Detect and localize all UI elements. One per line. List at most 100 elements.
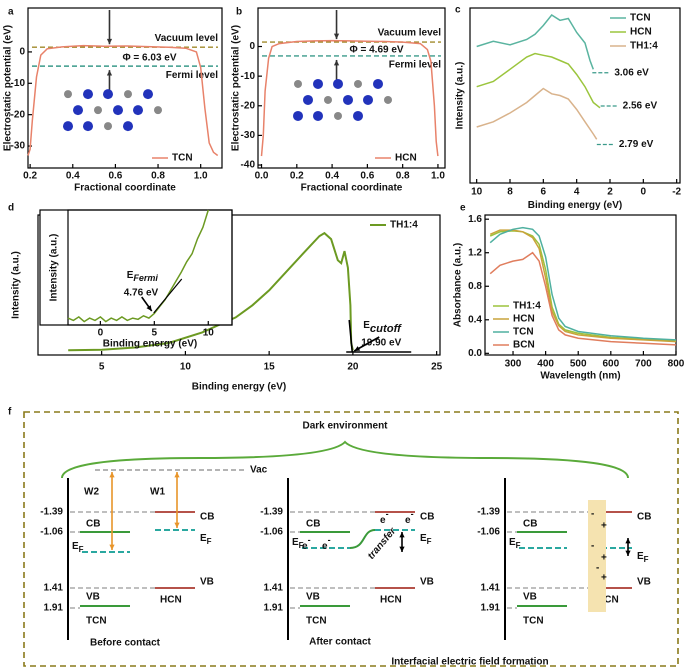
series-line: [68, 231, 354, 352]
energy-label: 1.41: [44, 583, 64, 594]
x-axis-label: Binding energy (eV): [528, 200, 622, 211]
series-line: [489, 229, 677, 343]
legend-label: TCN: [513, 327, 534, 338]
y-tick-label: 0: [19, 47, 25, 58]
y-tick-label: 0.4: [468, 314, 482, 325]
legend-label: HCN: [395, 153, 417, 164]
structure-atom: [63, 121, 73, 132]
x-tick-label: 15: [264, 361, 276, 372]
annotation-label: Ecutoff: [363, 320, 402, 335]
x-tick-label: 600: [602, 359, 619, 370]
x-tick-label: 0: [641, 187, 647, 198]
structure-atom: [373, 78, 383, 89]
charge-label: -: [596, 563, 599, 574]
energy-label: -1.06: [40, 527, 63, 538]
annotation-base: E: [127, 270, 134, 281]
x-tick-label: 0.8: [151, 171, 165, 182]
structure-atom: [354, 79, 362, 88]
fermi-base: E: [420, 533, 427, 544]
inset-background: [39, 209, 233, 326]
energy-label: 1.41: [481, 583, 501, 594]
structure-atom: [324, 95, 332, 104]
y-tick-label: -10: [241, 71, 256, 82]
structure-atom: [353, 110, 363, 121]
x-axis-label: Fractional coordinate: [301, 183, 403, 194]
x-tick-label: 4: [574, 187, 580, 198]
fermi-base: E: [72, 541, 79, 552]
vb-label: VB: [523, 592, 537, 603]
fermi-base: E: [200, 533, 207, 544]
fermi-label: EF: [200, 533, 212, 546]
energy-label: -1.39: [40, 507, 63, 518]
x-tick-label: 0.2: [23, 171, 37, 182]
y-tick-label: 1.2: [468, 247, 482, 258]
caption: After contact: [309, 637, 371, 648]
structure-atom: [113, 105, 123, 116]
arrow-head: [399, 532, 405, 538]
fermi-base: E: [509, 537, 516, 548]
panel-label: b: [236, 7, 242, 18]
energy-label: -1.39: [477, 507, 500, 518]
plot-frame: [469, 7, 681, 184]
structure-atom: [333, 78, 343, 89]
material-label: TCN: [86, 616, 107, 627]
x-tick-label: 0.6: [360, 171, 374, 182]
panel-label: d: [8, 203, 14, 214]
panel-label: e: [460, 203, 466, 214]
y-tick-label: -10: [11, 78, 26, 89]
arrow-head: [146, 305, 152, 311]
cb-label: CB: [200, 512, 214, 523]
fermi-sub: F: [516, 541, 521, 550]
legend-label: TCN: [172, 153, 193, 164]
work-function-label: Φ = 4.69 eV: [350, 45, 404, 56]
panel-label: f: [8, 407, 12, 418]
x-tick-label: 10: [180, 361, 192, 372]
energy-label: 1.41: [264, 583, 284, 594]
annotation-value: 19.90 eV: [361, 338, 401, 349]
fermi-base: E: [637, 551, 644, 562]
structure-atom: [64, 90, 72, 99]
energy-label: 1.91: [44, 603, 64, 614]
y-axis-label: Intensity (a.u.): [49, 234, 60, 302]
arrow-head: [333, 59, 340, 66]
charge-label: +: [601, 553, 607, 564]
structure-atom: [384, 95, 392, 104]
plot-frame: [67, 209, 233, 326]
legend-label: HCN: [630, 27, 652, 38]
y-tick-label: 1.6: [468, 214, 482, 225]
caption: Interfacial electric field formation: [391, 657, 548, 668]
x-tick-label: 0.6: [108, 171, 122, 182]
arrow-head: [333, 33, 340, 40]
x-axis-label: Wavelength (nm): [540, 371, 620, 382]
x-tick-label: 0.4: [325, 171, 339, 182]
x-tick-label: 5: [152, 328, 158, 339]
x-tick-label: 10: [203, 328, 215, 339]
edge-label: 2.79 eV: [619, 139, 654, 150]
edge-label: 3.06 eV: [614, 67, 649, 78]
fermi-sub: F: [299, 541, 304, 550]
cb-label: CB: [420, 512, 434, 523]
y-tick-label: -20: [241, 100, 256, 111]
energy-label: -1.06: [260, 527, 283, 538]
x-tick-label: 6: [541, 187, 547, 198]
x-tick-label: 400: [537, 359, 554, 370]
band-bend: [349, 529, 376, 549]
y-axis-label: Electrostatic potential (eV): [3, 25, 14, 151]
x-tick-label: 10: [471, 187, 483, 198]
annotation-sub: cutoff: [370, 323, 402, 335]
y-tick-label: 0.8: [468, 281, 482, 292]
series-line: [27, 44, 219, 157]
fermi-label: EF: [420, 533, 432, 546]
structure-atom: [303, 94, 313, 105]
x-tick-label: 1.0: [194, 171, 208, 182]
series-line: [476, 87, 598, 140]
arrow-head: [174, 522, 180, 528]
arrow-head: [399, 546, 405, 552]
arrow-head: [174, 472, 180, 478]
structure-atom: [83, 121, 93, 132]
fermi-sub: F: [79, 545, 84, 554]
vb-label: VB: [200, 577, 214, 588]
structure-atom: [293, 110, 303, 121]
x-tick-label: 800: [668, 359, 685, 370]
y-tick-label: -20: [11, 109, 26, 120]
